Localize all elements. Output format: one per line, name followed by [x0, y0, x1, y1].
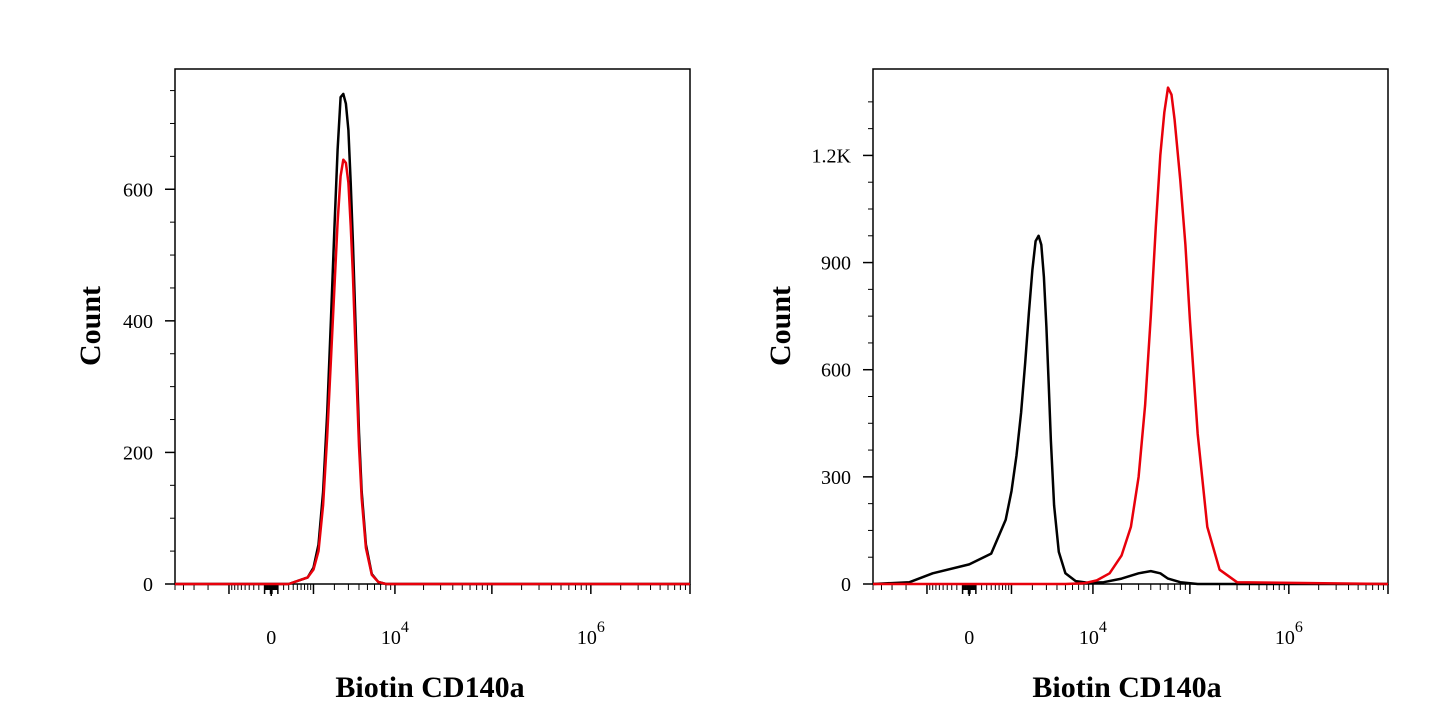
- series-line-black: [872, 234, 1388, 586]
- x-tick-label: 104: [381, 619, 409, 649]
- x-tick-label: 106: [577, 619, 605, 649]
- x-axis-title: Biotin CD140a: [1032, 671, 1221, 704]
- x-tick-exponent: 4: [401, 619, 409, 636]
- y-tick-label: 600: [821, 360, 851, 382]
- x-tick-label: 0: [266, 627, 276, 649]
- y-axis-title: Count: [764, 286, 797, 366]
- x-tick-exponent: 4: [1099, 619, 1107, 636]
- y-tick-label: 900: [821, 253, 851, 275]
- series-line-red: [175, 158, 690, 586]
- x-tick-base: 10: [381, 627, 401, 649]
- y-tick-label: 300: [821, 467, 851, 489]
- plot-frame: [872, 68, 1389, 585]
- series-line-red: [873, 86, 1389, 586]
- x-tick-exponent: 6: [1295, 619, 1303, 636]
- x-tick-label: 0: [964, 627, 974, 649]
- x-tick-base: 10: [1079, 627, 1099, 649]
- y-tick-label: 400: [123, 311, 153, 333]
- plot-frame: [174, 68, 691, 585]
- x-tick-base: 0: [266, 627, 276, 649]
- y-tick-label: 1.2K: [812, 145, 852, 167]
- x-tick-base: 0: [964, 627, 974, 649]
- x-tick-label: 106: [1275, 619, 1303, 649]
- y-tick-label: 600: [123, 179, 153, 201]
- x-tick-exponent: 6: [597, 619, 605, 636]
- y-tick-label: 0: [841, 574, 851, 596]
- x-tick-label: 104: [1079, 619, 1107, 649]
- y-tick-label: 200: [123, 442, 153, 464]
- y-tick-label: 0: [143, 574, 153, 596]
- y-axis-title: Count: [74, 286, 107, 366]
- x-tick-base: 10: [1275, 627, 1295, 649]
- x-tick-base: 10: [577, 627, 597, 649]
- series-line-black: [175, 92, 690, 586]
- x-axis-title: Biotin CD140a: [335, 671, 524, 704]
